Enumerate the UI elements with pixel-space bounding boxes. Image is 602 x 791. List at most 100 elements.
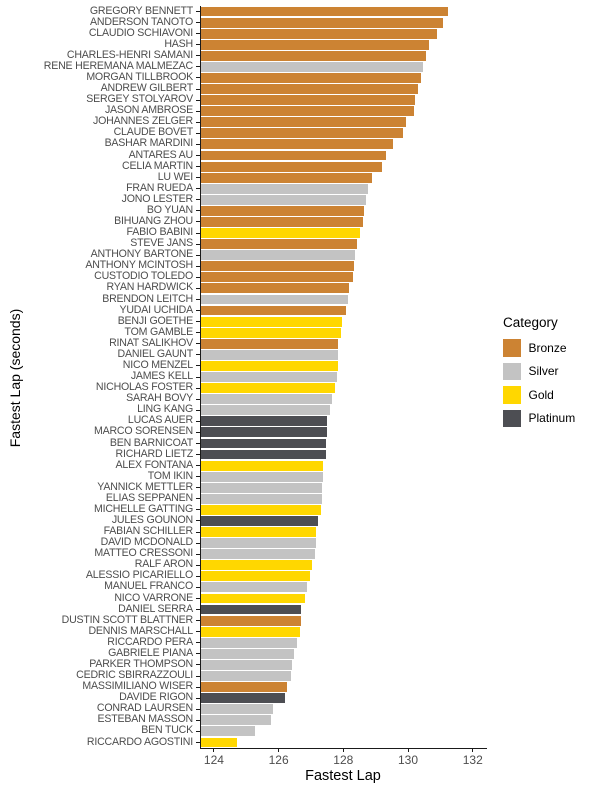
bar (200, 626, 301, 637)
y-axis-label: NICO VARRONE (114, 591, 193, 604)
x-axis-tick-label: 130 (398, 753, 419, 767)
y-axis-label: ANTHONY BARTONE (90, 248, 194, 261)
y-axis-tick-mark (195, 276, 200, 278)
y-axis-tick-mark (195, 398, 200, 400)
bar (200, 527, 317, 537)
bar (200, 471, 323, 482)
bar (200, 493, 322, 504)
y-axis-label: JONO LESTER (121, 192, 194, 205)
y-axis-tick-mark (195, 287, 200, 289)
legend: Category Bronze Silver Gold Platinum (503, 315, 602, 433)
x-axis-tick-mark (407, 748, 409, 752)
bar (200, 615, 301, 626)
y-axis-label: MICHELLE GATTING (93, 502, 193, 515)
legend-item: Platinum (503, 409, 602, 427)
bar (200, 383, 336, 393)
y-axis-label: ALEX FONTANA (115, 458, 194, 471)
y-axis-label: CLAUDE BOVET (113, 126, 194, 139)
bar (200, 360, 338, 371)
legend-item-label: Bronze (528, 340, 567, 355)
y-axis-label: DENNIS MARSCHALL (88, 624, 193, 637)
y-axis-label: STEVE JANS (130, 237, 193, 250)
y-axis-tick-mark (195, 199, 200, 201)
y-axis-label: ESTEBAN MASSON (97, 713, 193, 726)
y-axis-label: RICCARDO AGOSTINI (86, 735, 193, 748)
bar (200, 460, 324, 471)
y-axis-label: ALESSIO PICARIELLO (85, 569, 193, 582)
y-axis-tick-mark (195, 132, 200, 134)
y-axis-label: BIHUANG ZHOU (114, 215, 193, 228)
y-axis-label: MASSIMILIANO WISER (82, 680, 193, 693)
bar (200, 504, 322, 515)
y-axis-label: ANTARES AU (128, 148, 194, 161)
y-axis-label: YUDAI UCHIDA (119, 303, 193, 316)
bar (200, 272, 354, 283)
bar (200, 682, 288, 692)
legend-item-label: Silver (528, 364, 559, 379)
y-axis-label: MORGAN TILLBROOK (86, 71, 193, 84)
y-axis-tick-mark (195, 177, 200, 179)
y-axis-tick-mark (195, 55, 200, 57)
y-axis-label: SARAH BOVY (126, 392, 193, 405)
y-axis-tick-mark (195, 609, 200, 611)
bar (200, 571, 311, 582)
y-axis-tick-mark (195, 476, 200, 478)
bar (200, 316, 343, 327)
bar (200, 61, 423, 72)
legend-item: Silver (503, 362, 602, 380)
y-axis-label: RYAN HARDWICK (106, 281, 194, 294)
y-axis-label: CLAUDIO SCHIAVONI (88, 26, 193, 39)
y-axis-tick-mark (195, 553, 200, 555)
y-axis-label: PARKER THOMPSON (89, 658, 193, 670)
y-axis-label: CEDRIC SBIRRAZZOULI (76, 669, 193, 682)
bar (200, 217, 364, 227)
y-axis-label: TOM GAMBLE (124, 325, 194, 338)
y-axis-label: MARCO SORENSEN (93, 425, 193, 438)
y-axis-tick-mark (195, 586, 200, 588)
y-axis-tick-mark (195, 254, 200, 256)
y-axis-label: TOM IKIN (147, 469, 193, 482)
bar (200, 172, 373, 183)
bar (200, 17, 443, 28)
y-axis-label: SERGEY STOLYAROV (86, 93, 193, 106)
bar (200, 560, 313, 571)
bar (200, 294, 349, 305)
y-axis-label: RALF ARON (134, 558, 193, 571)
y-axis-tick-mark (195, 409, 200, 411)
bar (200, 637, 298, 648)
y-axis-label: RINAT SALIKHOV (109, 336, 193, 349)
bar (200, 704, 274, 715)
y-axis-tick-mark (195, 143, 200, 145)
y-axis-tick-mark (195, 22, 200, 24)
y-axis-tick-mark (195, 575, 200, 577)
x-axis-tick-mark (213, 748, 215, 752)
bar (200, 128, 404, 139)
y-axis-tick-mark (195, 542, 200, 544)
x-axis-tick-label: 128 (333, 753, 354, 767)
y-axis-label: YANNICK METTLER (97, 480, 193, 493)
bar (200, 648, 294, 659)
y-axis-label: JOHANNES ZELGER (92, 115, 193, 128)
bar (200, 39, 429, 50)
y-axis-label: BEN BARNICOAT (109, 436, 193, 449)
y-axis-label: NICO MENZEL (122, 358, 193, 371)
y-axis-tick-mark (195, 454, 200, 456)
y-axis-tick-mark (195, 564, 200, 566)
y-axis-label: ANTHONY MCINTOSH (85, 259, 193, 272)
bar (200, 73, 421, 83)
bar (200, 139, 394, 150)
y-axis-tick-mark (195, 188, 200, 190)
bar (200, 394, 332, 405)
y-axis-tick-mark (195, 210, 200, 212)
bar (200, 516, 319, 526)
y-axis-label: LU WEI (157, 170, 193, 183)
y-axis-tick-mark (195, 664, 200, 666)
legend-swatch-bronze (503, 339, 521, 357)
bar (200, 349, 339, 360)
y-axis-tick-mark (195, 642, 200, 644)
y-axis-tick-mark (195, 365, 200, 367)
y-axis-label: HASH (164, 37, 193, 50)
x-axis-title: Fastest Lap (305, 768, 381, 784)
y-axis-label: NICHOLAS FOSTER (95, 381, 193, 394)
